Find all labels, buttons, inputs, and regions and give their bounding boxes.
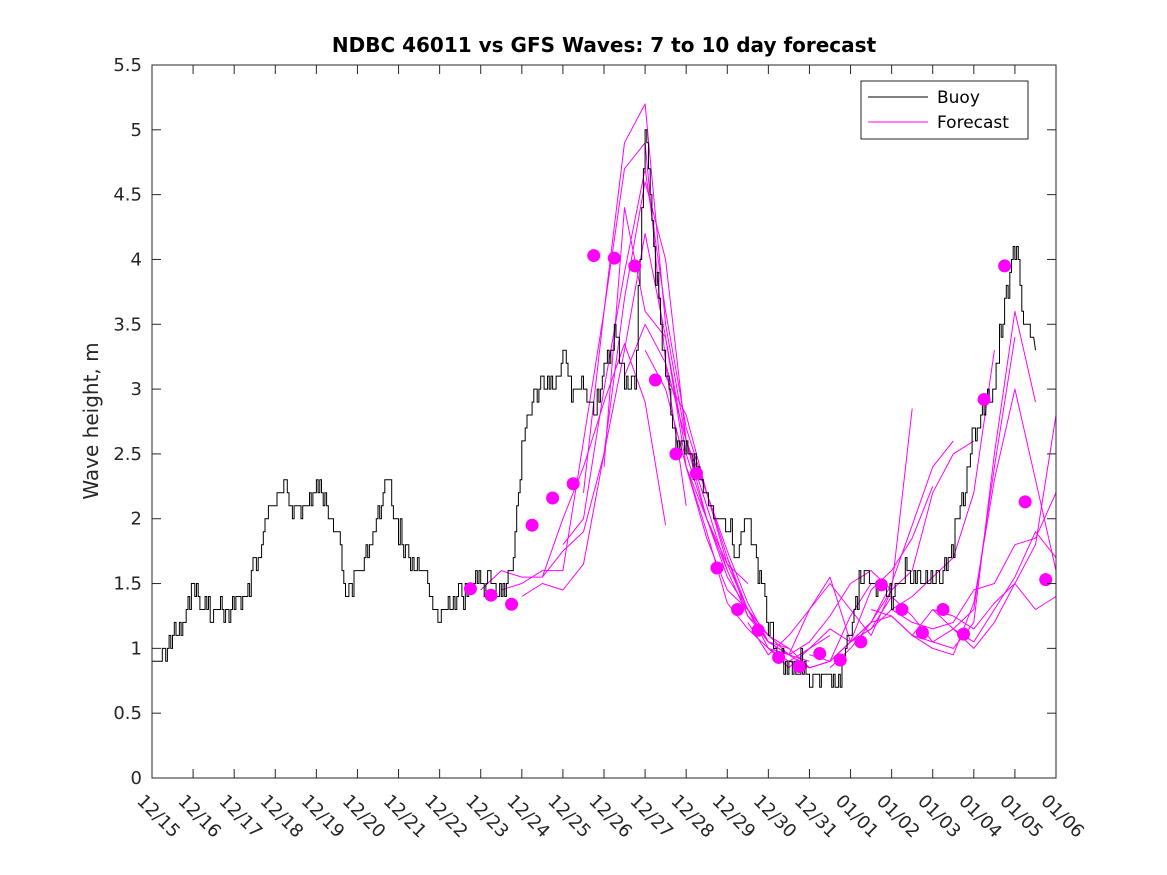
forecast-marker (731, 602, 745, 616)
y-tick-label: 3 (131, 379, 142, 400)
buoy-series-line (152, 129, 1036, 688)
forecast-series-line (685, 466, 872, 669)
forecast-marker (607, 251, 621, 265)
y-tick-label: 4.5 (113, 185, 142, 206)
forecast-marker (648, 373, 662, 387)
forecast-markers (463, 249, 1053, 674)
forecast-marker (998, 259, 1012, 273)
forecast-series-line (562, 168, 749, 584)
y-tick-label: 2.5 (113, 444, 142, 465)
forecast-marker (463, 582, 477, 596)
y-tick-label: 5 (131, 120, 142, 141)
forecast-marker (505, 597, 519, 611)
y-tick-label: 0 (131, 768, 142, 789)
legend-box (860, 80, 1029, 140)
forecast-marker (628, 259, 642, 273)
forecast-marker (772, 650, 786, 664)
forecast-marker (833, 653, 847, 667)
y-tick-label: 5.5 (113, 55, 142, 76)
forecast-series-line (952, 414, 1057, 649)
y-tick-label: 2 (131, 509, 142, 530)
forecast-marker (936, 602, 950, 616)
forecast-marker (689, 466, 703, 480)
forecast-marker (1039, 573, 1053, 587)
forecast-marker (484, 588, 498, 602)
y-tick-label: 1 (131, 638, 142, 659)
forecast-marker (957, 627, 971, 641)
forecast-marker (546, 491, 560, 505)
y-axis: 0 0.5 1 1.5 2 2.5 3 3.5 4 4.5 5 5.5 (113, 55, 1056, 789)
forecast-marker (566, 477, 580, 491)
forecast-series-line (911, 583, 1057, 636)
forecast-marker (977, 392, 991, 406)
y-tick-label: 3.5 (113, 314, 142, 335)
forecast-series-line (542, 233, 728, 578)
forecast-series-line (521, 181, 708, 597)
forecast-series-line (480, 343, 667, 591)
forecast-marker (874, 578, 888, 592)
legend: Buoy Forecast (860, 80, 1029, 140)
forecast-marker (710, 561, 724, 575)
plot-area (152, 65, 1056, 778)
forecast-series-line (788, 440, 975, 669)
forecast-series-line (891, 492, 1057, 630)
forecast-marker (1018, 495, 1032, 509)
buoy-line (152, 129, 1036, 688)
y-axis-label: Wave height, m (79, 342, 103, 499)
forecast-marker (895, 602, 909, 616)
forecast-marker (792, 660, 806, 674)
forecast-marker (854, 635, 868, 649)
y-tick-label: 4 (131, 249, 142, 270)
forecast-marker (813, 647, 827, 661)
legend-forecast-label: Forecast (937, 113, 1009, 133)
y-tick-label: 1.5 (113, 574, 142, 595)
forecast-marker (751, 623, 765, 637)
forecast-marker (669, 447, 683, 461)
legend-buoy-label: Buoy (937, 88, 980, 108)
forecast-marker (587, 249, 601, 263)
y-tick-label: 0.5 (113, 703, 142, 724)
forecast-marker (525, 518, 539, 532)
forecast-marker (915, 626, 929, 640)
chart-title: NDBC 46011 vs GFS Waves: 7 to 10 day for… (332, 33, 877, 57)
